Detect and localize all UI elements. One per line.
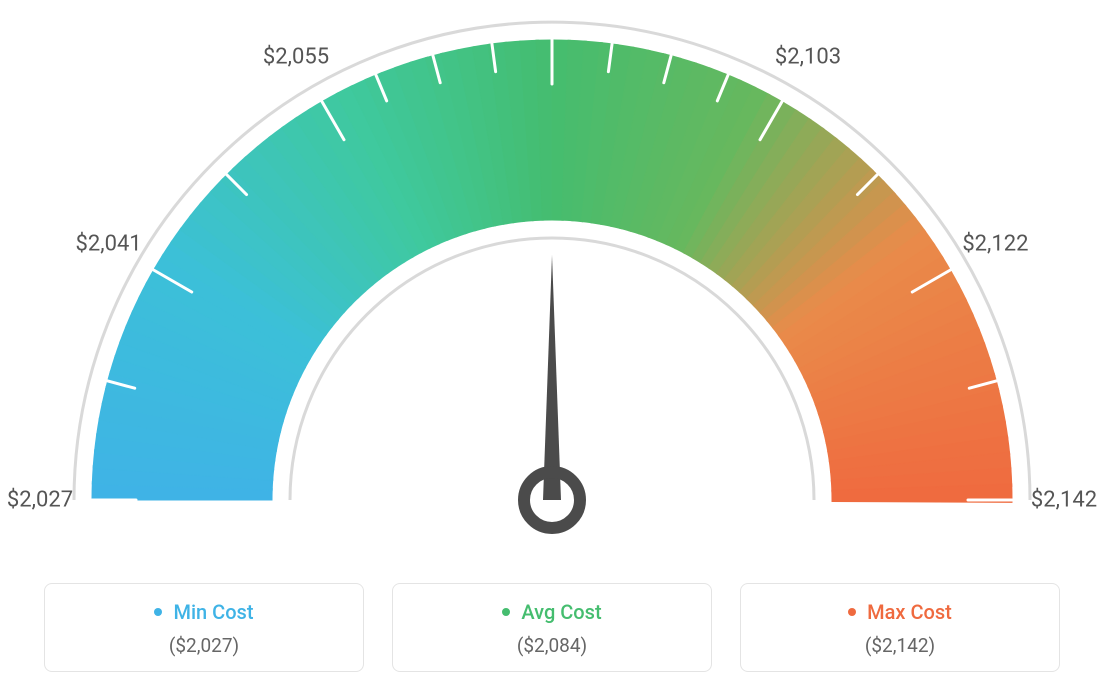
legend-title-text: Min Cost (173, 600, 253, 624)
legend-value-min: ($2,027) (65, 634, 343, 657)
gauge-tick-label: $2,122 (962, 232, 1028, 257)
legend-title-text: Avg Cost (521, 600, 601, 624)
gauge-tick-label: $2,041 (76, 232, 142, 257)
gauge-tick-label: $2,084 (519, 0, 585, 1)
legend-title-text: Max Cost (867, 600, 952, 624)
bullet-icon (154, 608, 162, 616)
gauge-svg (0, 0, 1104, 560)
legend-title-avg: Avg Cost (413, 600, 691, 624)
bullet-icon (848, 608, 856, 616)
gauge-tick-label: $2,055 (263, 44, 329, 69)
legend-row: Min Cost ($2,027) Avg Cost ($2,084) Max … (0, 583, 1104, 672)
gauge-chart: $2,027 $2,041 $2,055 $2,084 $2,103 $2,122 $2,1… (0, 0, 1104, 540)
legend-title-min: Min Cost (65, 600, 343, 624)
legend-title-max: Max Cost (761, 600, 1039, 624)
legend-card-avg: Avg Cost ($2,084) (392, 583, 712, 672)
gauge-tick-label: $2,027 (7, 488, 73, 513)
legend-card-max: Max Cost ($2,142) (740, 583, 1060, 672)
bullet-icon (502, 608, 510, 616)
legend-value-max: ($2,142) (761, 634, 1039, 657)
legend-value-avg: ($2,084) (413, 634, 691, 657)
legend-card-min: Min Cost ($2,027) (44, 583, 364, 672)
gauge-tick-label: $2,142 (1031, 488, 1097, 513)
gauge-tick-label: $2,103 (775, 44, 841, 69)
